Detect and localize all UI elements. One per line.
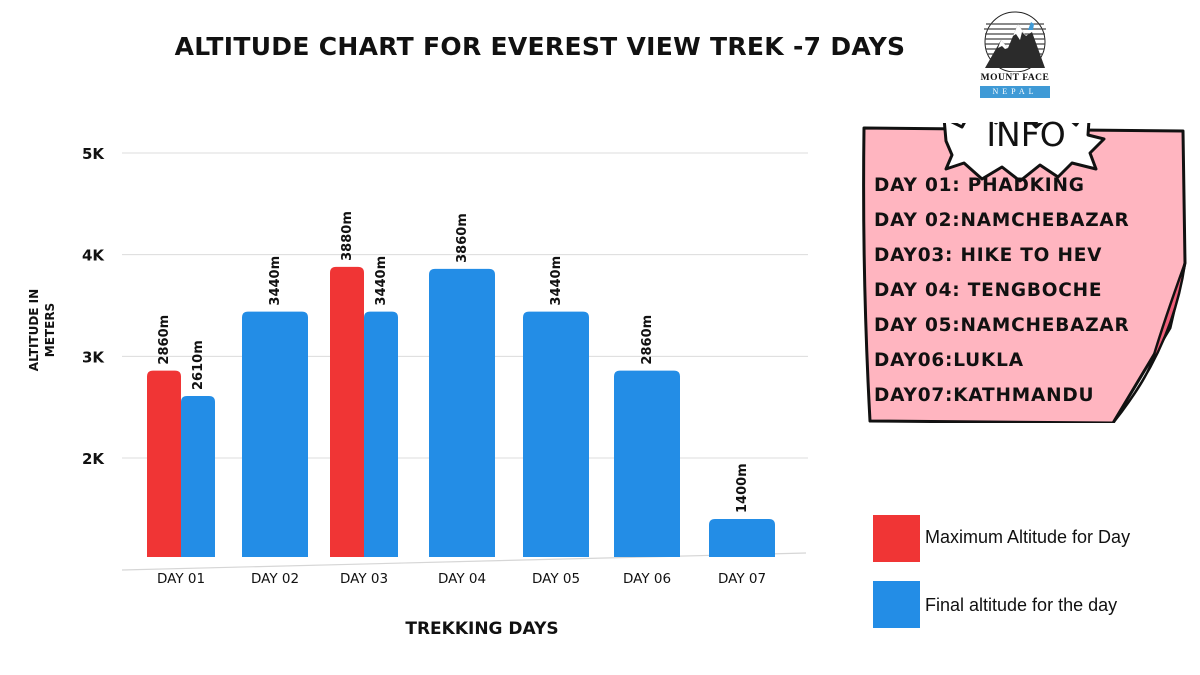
bar-data-label: 2860m	[157, 315, 172, 365]
bar-final-altitude	[181, 395, 215, 557]
logo-subtitle: NEPAL	[980, 86, 1050, 98]
bar-data-label: 3880m	[340, 211, 355, 261]
bar-final-altitude	[364, 311, 398, 557]
x-tick-label: DAY 03	[340, 571, 388, 587]
y-tick-label: 2K	[82, 450, 105, 468]
legend-label: Maximum Altitude for Day	[925, 527, 1131, 547]
y-axis-title: ALTITUDE IN METERS	[27, 289, 57, 371]
x-tick-label: DAY 05	[532, 571, 580, 587]
legend-label: Final altitude for the day	[925, 595, 1118, 615]
bar-final-altitude	[709, 519, 775, 557]
itinerary-item: DAY06:LUKLA	[874, 350, 1024, 371]
info-note-shape	[862, 123, 1187, 423]
mount-face-nepal-logo: MOUNT FACE NEPAL	[968, 10, 1062, 102]
x-tick-label: DAY 02	[251, 571, 299, 587]
itinerary-list: DAY 01: PHADKING DAY 02:NAMCHEBAZAR DAY0…	[874, 175, 1130, 420]
bar-data-label: 3860m	[455, 213, 470, 263]
itinerary-item: DAY 05:NAMCHEBAZAR	[874, 315, 1130, 336]
itinerary-item: DAY 02:NAMCHEBAZAR	[874, 210, 1130, 231]
itinerary-item: DAY 04: TENGBOCHE	[874, 280, 1103, 301]
legend-item-final-altitude: Final altitude for the day	[873, 581, 1193, 629]
bar-data-label: 3440m	[268, 256, 283, 306]
x-tick-label: DAY 01	[157, 571, 205, 587]
bar-data-label: 1400m	[735, 463, 750, 513]
x-tick-label: DAY 06	[623, 571, 671, 587]
itinerary-item: DAY03: HIKE TO HEV	[874, 245, 1103, 266]
y-tick-label: 4K	[82, 247, 105, 265]
bar-data-label: 3440m	[374, 256, 389, 306]
altitude-bar-chart: 2K 3K 4K 5K 2860m 2610m 3440m 3880m 3440m 3860m 34…	[27, 145, 808, 639]
legend-item-maximum-altitude: Maximum Altitude for Day	[873, 515, 1193, 563]
bar-final-altitude	[614, 370, 680, 557]
itinerary-item: DAY 01: PHADKING	[874, 175, 1085, 196]
info-title: INFO	[986, 115, 1066, 154]
x-axis-title: TREKKING DAYS	[405, 619, 558, 639]
bar-data-label: 3440m	[549, 256, 564, 306]
y-tick-label: 5K	[82, 145, 105, 163]
mountain-logo-icon	[984, 11, 1046, 73]
itinerary-item: DAY07:KATHMANDU	[874, 385, 1095, 406]
bar-max-altitude	[147, 370, 181, 557]
bar-final-altitude	[242, 311, 308, 557]
y-tick-label: 3K	[82, 348, 105, 366]
legend-swatch-blue	[873, 581, 920, 628]
bar-data-label: 2610m	[191, 340, 206, 390]
bar-final-altitude	[429, 268, 495, 557]
bar-final-altitude	[523, 311, 589, 557]
bar-data-label: 2860m	[640, 315, 655, 365]
x-axis-line	[121, 552, 807, 571]
chart-title: ALTITUDE CHART FOR EVEREST VIEW TREK -7 …	[174, 32, 906, 61]
x-tick-label: DAY 07	[718, 571, 766, 587]
bar-max-altitude	[330, 266, 364, 557]
logo-name: MOUNT FACE	[980, 73, 1050, 83]
x-tick-label: DAY 04	[438, 571, 486, 587]
info-panel: INFO DAY 01: PHADKING DAY 02:NAMCHEBAZAR…	[858, 115, 1188, 423]
legend-swatch-red	[873, 515, 920, 562]
